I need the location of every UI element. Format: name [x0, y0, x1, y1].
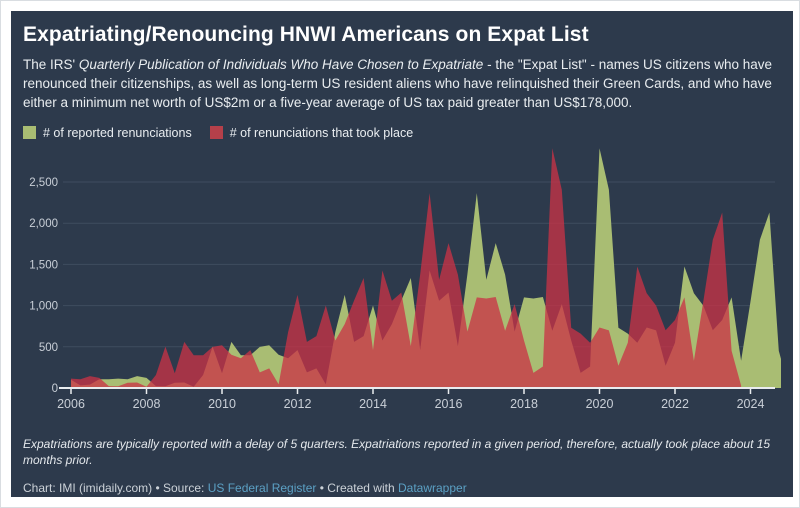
svg-text:0: 0	[52, 383, 58, 395]
svg-text:2,000: 2,000	[29, 218, 58, 230]
legend-label-reported: # of reported renunciations	[43, 125, 192, 140]
subtitle-prefix: The IRS'	[23, 57, 79, 72]
svg-text:2024: 2024	[737, 397, 765, 411]
source-link[interactable]: US Federal Register	[207, 480, 317, 495]
svg-text:2008: 2008	[133, 397, 161, 411]
area-chart: 0 500 1,000 1,500 2,000 2,500 2006 2008 2010 2012…	[23, 142, 781, 427]
legend-item-reported: # of reported renunciations	[23, 126, 192, 140]
svg-text:1,000: 1,000	[29, 300, 58, 312]
chart-subtitle: The IRS' Quarterly Publication of Indivi…	[23, 55, 781, 112]
chart-byline: Chart: IMI (imidaily.com) • Source: US F…	[23, 481, 781, 495]
datawrapper-credit-link[interactable]: Datawrapper	[397, 480, 467, 495]
byline-middle: • Created with	[316, 480, 398, 495]
chart-card: Expatriating/Renouncing HNWI Americans o…	[11, 11, 793, 497]
svg-text:2022: 2022	[661, 397, 689, 411]
svg-text:500: 500	[39, 341, 58, 353]
legend-swatch-green	[23, 126, 36, 139]
byline-prefix: Chart: IMI (imidaily.com) • Source:	[23, 480, 208, 495]
chart-title: Expatriating/Renouncing HNWI Americans o…	[23, 23, 589, 46]
chart-svg: 0 500 1,000 1,500 2,000 2,500 2006 2008 2010 2012…	[29, 147, 781, 411]
subtitle-italic-publication-name: Quarterly Publication of Individuals Who…	[78, 57, 484, 72]
svg-text:2016: 2016	[435, 397, 463, 411]
svg-text:1,500: 1,500	[29, 259, 58, 271]
legend-label-took-place: # of renunciations that took place	[229, 125, 414, 140]
svg-text:2,500: 2,500	[29, 177, 58, 189]
svg-text:2018: 2018	[510, 397, 538, 411]
legend-item-took-place: # of renunciations that took place	[209, 125, 414, 140]
svg-text:2010: 2010	[208, 397, 236, 411]
svg-text:2020: 2020	[586, 397, 614, 411]
svg-text:2014: 2014	[359, 397, 387, 411]
chart-footnote: Expatriations are typically reported wit…	[23, 436, 771, 468]
svg-text:2006: 2006	[57, 397, 85, 411]
legend-swatch-red	[209, 126, 223, 139]
svg-text:2012: 2012	[284, 397, 312, 411]
chart-legend: # of reported renunciations # of renunci…	[23, 126, 781, 140]
subtitle-suffix: - the "Expat List" - names US citizens w…	[23, 57, 773, 110]
